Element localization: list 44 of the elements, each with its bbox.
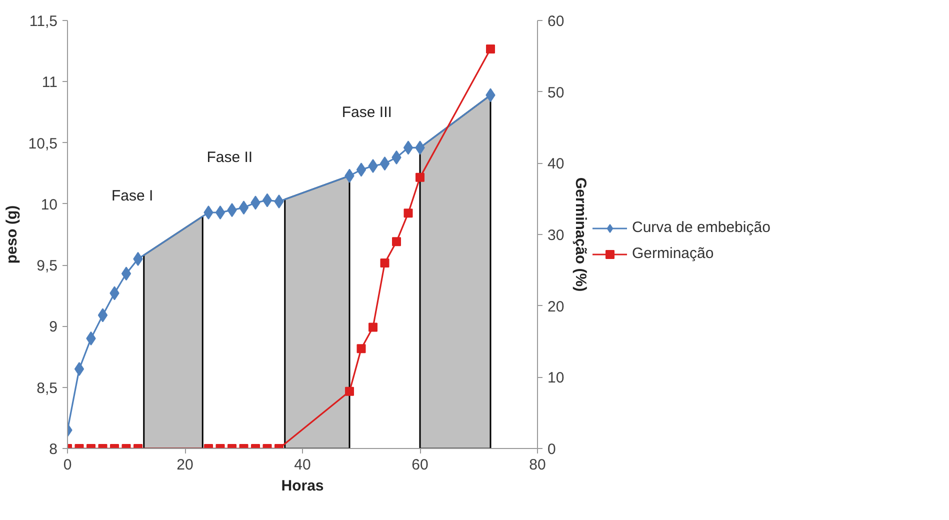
- y-tick-label: 11: [42, 74, 58, 92]
- point: [416, 172, 424, 182]
- y-tick-label: 10: [40, 196, 58, 214]
- point: [74, 362, 84, 376]
- point: [215, 205, 226, 220]
- point: [345, 386, 354, 396]
- annotation: Fase III: [342, 104, 392, 122]
- point: [356, 162, 366, 177]
- point: [368, 322, 378, 332]
- point: [404, 208, 413, 218]
- point: [403, 140, 414, 155]
- legend-label: Germinação: [632, 245, 714, 262]
- y-tick-label: 9,5: [36, 258, 58, 275]
- point: [392, 237, 401, 246]
- point: [262, 193, 272, 208]
- y2-tick-label: 30: [548, 227, 564, 244]
- y-axis-title: peso (g): [3, 205, 20, 264]
- y2-tick-label: 20: [548, 298, 564, 316]
- x-tick-label: 60: [412, 456, 428, 474]
- point: [356, 344, 366, 354]
- point: [98, 308, 108, 322]
- annotation: Fase II: [206, 148, 253, 166]
- y2-tick-label: 50: [548, 84, 564, 102]
- y-tick-label: 8,5: [36, 380, 58, 397]
- y-tick-label: 8: [49, 441, 58, 458]
- y2-tick-label: 0: [548, 441, 556, 458]
- y-tick-label: 10,5: [28, 135, 58, 152]
- x-axis-title: Horas: [281, 478, 324, 494]
- y2-tick-label: 60: [548, 13, 564, 30]
- legend-label: Curva de embebição: [632, 219, 770, 236]
- x-tick-label: 80: [529, 456, 546, 474]
- point: [121, 266, 132, 281]
- y2-axis-title: Germinação (%): [572, 177, 590, 292]
- x-tick-label: 20: [176, 456, 194, 474]
- point: [380, 258, 390, 268]
- y2-tick-label: 10: [548, 370, 564, 387]
- point: [380, 156, 390, 171]
- x-tick-label: 40: [294, 456, 311, 474]
- y-tick-label: 11,5: [29, 13, 58, 30]
- annotation: Fase I: [112, 187, 154, 204]
- x-tick-label: 0: [63, 456, 72, 474]
- y2-tick-label: 40: [548, 156, 564, 173]
- point: [238, 200, 249, 215]
- y-tick-label: 9: [49, 318, 58, 336]
